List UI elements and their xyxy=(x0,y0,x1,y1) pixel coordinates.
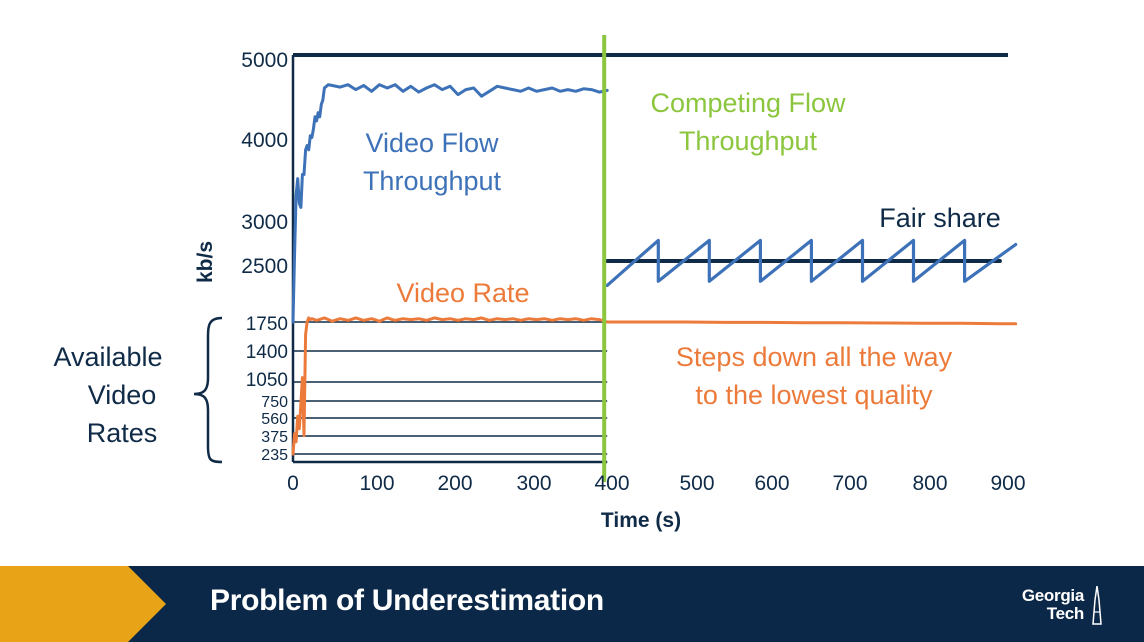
y-tick-label: 2500 xyxy=(241,255,288,278)
x-tick-label: 100 xyxy=(359,472,394,495)
steps-down-label: to the lowest quality xyxy=(695,380,933,410)
x-tick-label: 500 xyxy=(679,472,714,495)
video-flow-throughput-line xyxy=(291,83,609,324)
video-rate-line xyxy=(291,316,1018,456)
video-rate-label: Video Rate xyxy=(396,278,529,308)
brace-icon xyxy=(193,316,223,464)
video-flow-label: Throughput xyxy=(363,166,502,196)
y-tick-label: 5000 xyxy=(241,49,288,72)
available-rates-label: Available xyxy=(53,342,162,372)
chevron-icon xyxy=(0,566,206,642)
available-rates-label: Rates xyxy=(87,418,158,448)
x-tick-label: 0 xyxy=(287,472,299,495)
y-axis-title: kb/s xyxy=(194,241,217,283)
x-axis-title: Time (s) xyxy=(601,509,681,532)
competing-flow-throughput-line xyxy=(605,238,1018,287)
footer-bar: Problem of Underestimation Georgia Tech xyxy=(0,566,1144,642)
x-tick-label: 400 xyxy=(594,472,629,495)
competing-flow-label: Throughput xyxy=(679,126,818,156)
x-tick-label: 200 xyxy=(437,472,472,495)
rate-tick-label: 1050 xyxy=(246,370,288,391)
rate-tick-label: 1750 xyxy=(246,314,288,335)
steps-down-label: Steps down all the way xyxy=(676,342,953,372)
rate-tick-label: 750 xyxy=(261,394,288,411)
tower-icon xyxy=(1092,586,1102,625)
logo-line-1: Georgia xyxy=(1021,586,1084,605)
x-tick-label: 700 xyxy=(832,472,867,495)
footer-title: Problem of Underestimation xyxy=(210,584,604,617)
x-tick-label: 800 xyxy=(912,472,947,495)
video-flow-label: Video Flow xyxy=(365,128,499,158)
georgia-tech-logo: Georgia Tech xyxy=(990,582,1110,628)
logo-line-2: Tech xyxy=(1046,604,1085,623)
available-rates-label: Video xyxy=(88,380,157,410)
competing-flow-label: Competing Flow xyxy=(650,88,846,118)
y-tick-label: 4000 xyxy=(241,129,288,152)
rate-tick-label: 375 xyxy=(261,429,288,446)
x-tick-label: 600 xyxy=(754,472,789,495)
throughput-chart: 0 100 200 300 400 500 600 700 800 900 5000 4000 3000… xyxy=(53,35,1026,532)
rate-tick-label: 1400 xyxy=(246,342,288,363)
rate-tick-label: 560 xyxy=(261,411,288,428)
y-tick-label: 3000 xyxy=(241,211,288,234)
x-tick-label: 300 xyxy=(516,472,551,495)
fair-share-label: Fair share xyxy=(879,203,1001,233)
rate-tick-label: 235 xyxy=(261,447,288,464)
x-tick-label: 900 xyxy=(990,472,1025,495)
